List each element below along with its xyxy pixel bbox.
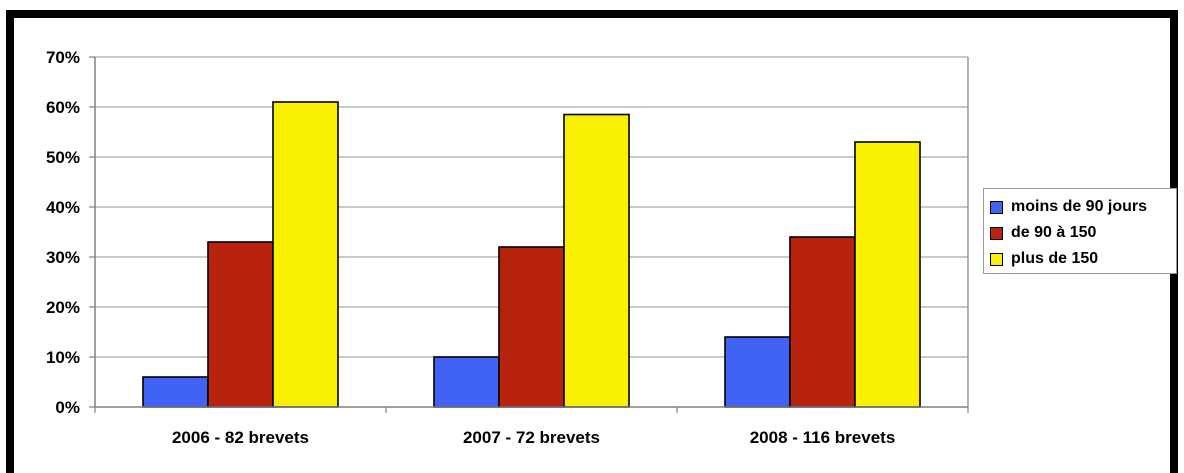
y-tick-labels: 0% 10% 20% 30% 40% 50% 60% 70% [46, 48, 80, 417]
y-tick-label: 0% [55, 398, 80, 417]
y-tick-label: 10% [46, 348, 80, 367]
legend-swatch [990, 201, 1003, 214]
bar [434, 357, 499, 407]
y-tick-label: 40% [46, 198, 80, 217]
bar [790, 237, 855, 407]
legend-label: plus de 150 [1011, 250, 1098, 268]
x-category-label: 2007 - 72 brevets [463, 428, 600, 447]
legend-item-series-1: moins de 90 jours [990, 194, 1176, 220]
bar [273, 102, 338, 407]
legend: moins de 90 jours de 90 à 150 plus de 15… [983, 188, 1177, 274]
x-category-label: 2006 - 82 brevets [172, 428, 309, 447]
bar [725, 337, 790, 407]
bars [143, 102, 920, 407]
legend-item-series-2: de 90 à 150 [990, 220, 1176, 246]
bar [208, 242, 273, 407]
legend-label: moins de 90 jours [1011, 198, 1147, 216]
bar [499, 247, 564, 407]
legend-swatch [990, 227, 1003, 240]
x-category-labels: 2006 - 82 brevets 2007 - 72 brevets 2008 -… [172, 428, 895, 447]
bar [143, 377, 208, 407]
y-tick-label: 30% [46, 248, 80, 267]
y-tick-label: 50% [46, 148, 80, 167]
legend-label: de 90 à 150 [1011, 224, 1096, 242]
y-tick-label: 60% [46, 98, 80, 117]
legend-swatch [990, 253, 1003, 266]
bar [855, 142, 920, 407]
x-category-label: 2008 - 116 brevets [750, 428, 896, 447]
y-tick-label: 70% [46, 48, 80, 67]
legend-item-series-3: plus de 150 [990, 246, 1176, 272]
bar [564, 115, 629, 408]
y-tick-label: 20% [46, 298, 80, 317]
